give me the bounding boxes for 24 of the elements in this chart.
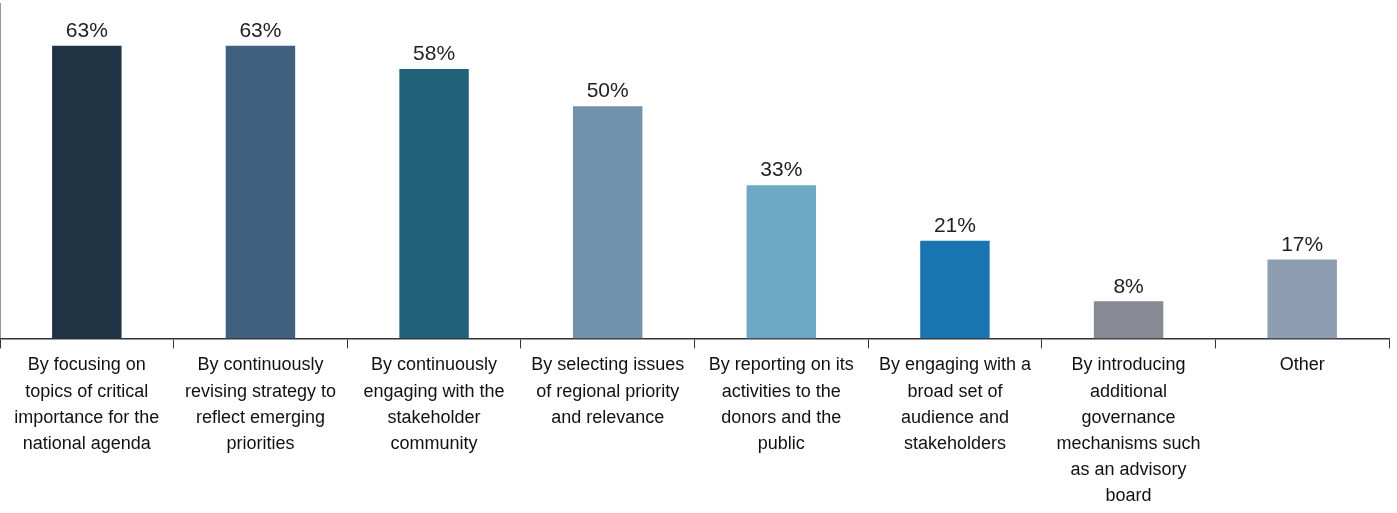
x-tick-label: By continuously engaging with the stakeholder community xyxy=(363,354,505,453)
bar xyxy=(746,185,817,339)
x-tick-label: By reporting on its activities to the donors and the public xyxy=(708,354,854,453)
x-tick-label: Other xyxy=(1279,354,1325,375)
data-label: 58% xyxy=(413,41,456,65)
bar xyxy=(1267,259,1337,339)
x-tick-label: By continuously revising strategy to reflect emerging priorities xyxy=(184,354,336,453)
x-tick-label: By engaging with a broad set of audience and stakeholders xyxy=(878,354,1032,453)
data-label: 17% xyxy=(1281,231,1324,255)
x-tick-label: By focusing on topics of critical importance for the national agenda xyxy=(14,354,160,453)
bar xyxy=(52,45,122,339)
data-label: 63% xyxy=(65,18,108,42)
data-label: 50% xyxy=(586,78,629,102)
x-tick-label: By introducing additional governance mechanisms such as an advisory board xyxy=(1056,354,1201,505)
bar xyxy=(1093,301,1164,339)
x-tick-label: By selecting issues of regional priority and relevance xyxy=(531,354,685,427)
data-label: 21% xyxy=(933,213,976,237)
data-label: 33% xyxy=(760,157,803,181)
bar xyxy=(399,69,469,339)
data-label: 63% xyxy=(239,18,282,42)
data-label: 8% xyxy=(1113,273,1144,297)
bar xyxy=(920,240,990,339)
bar xyxy=(225,45,296,339)
bar xyxy=(572,106,643,339)
